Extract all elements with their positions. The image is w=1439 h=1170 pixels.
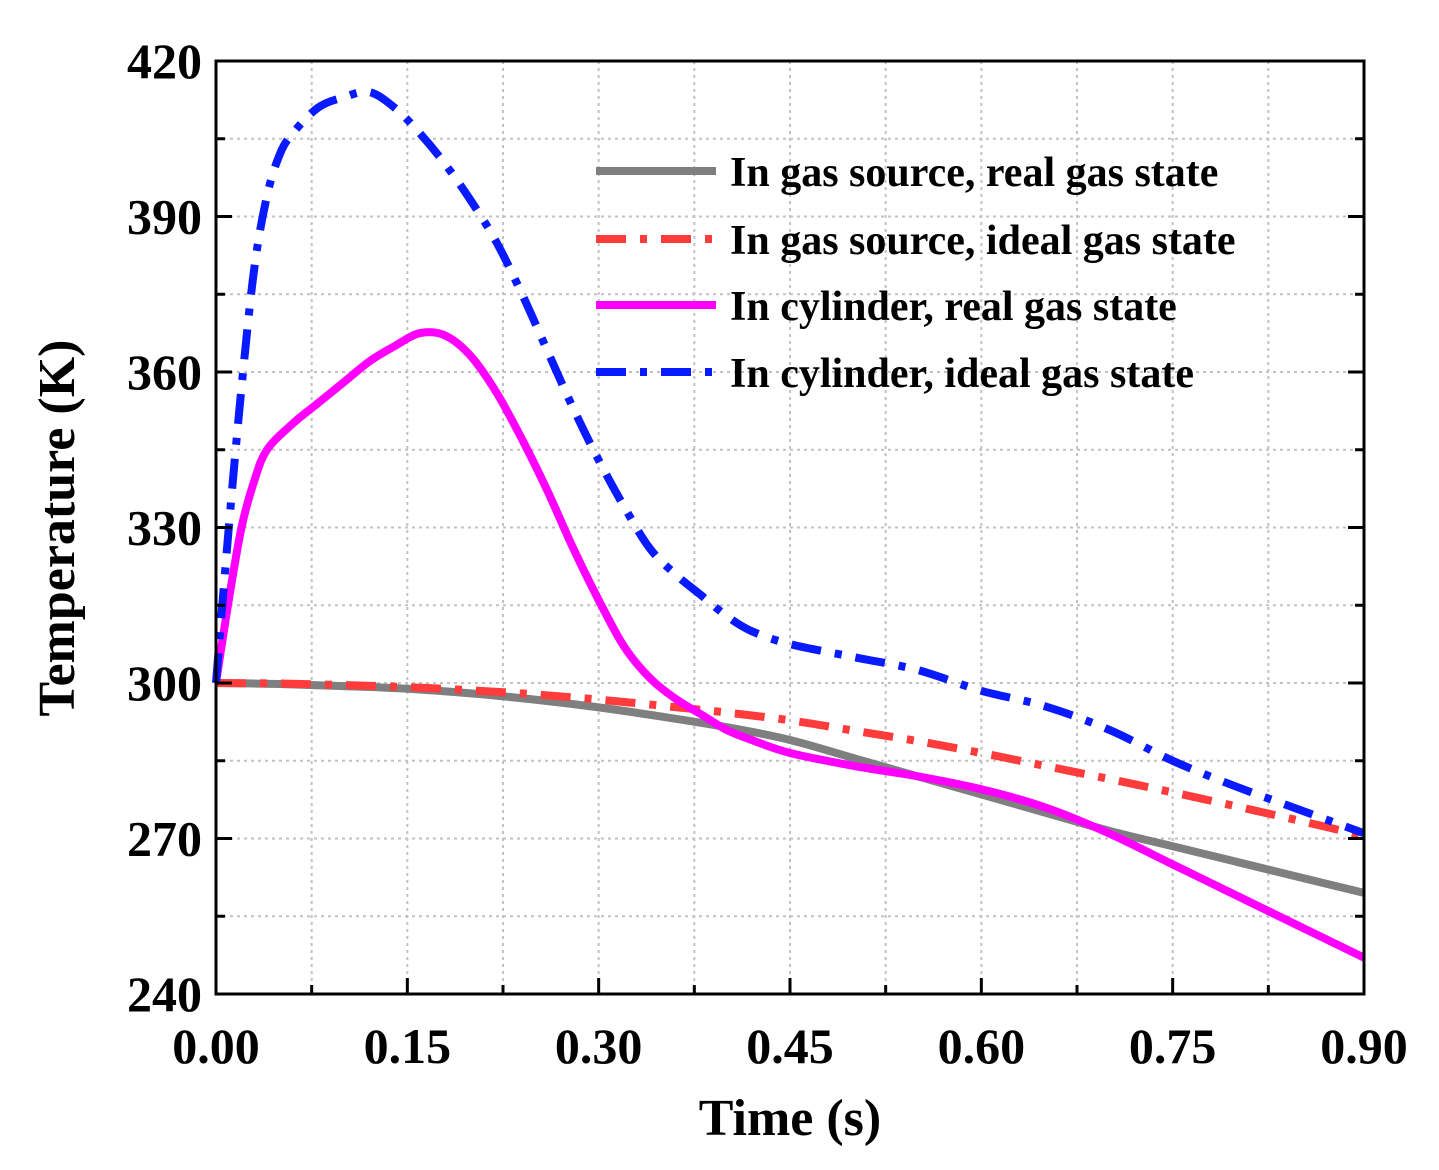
y-tick-label: 390	[127, 189, 202, 245]
x-tick-label: 0.00	[172, 1018, 260, 1074]
series-line-3	[212, 87, 1366, 838]
gridlines	[216, 61, 1364, 994]
x-tick-label: 0.90	[1320, 1018, 1408, 1074]
y-tick-label: 330	[127, 500, 202, 556]
x-tick-label: 0.60	[938, 1018, 1026, 1074]
legend: In gas source, real gas state In gas sou…	[596, 150, 1236, 397]
y-tick-label: 270	[127, 811, 202, 867]
x-tick-label: 0.45	[746, 1018, 834, 1074]
x-tick-label: 0.75	[1129, 1018, 1217, 1074]
x-tick-labels: 0.00 0.15 0.30 0.45 0.60 0.75 0.90	[172, 1018, 1408, 1074]
y-tick-label: 300	[127, 655, 202, 711]
series-lines	[212, 87, 1366, 962]
y-axis-title: Temperature (K)	[29, 340, 86, 717]
y-tick-label: 240	[127, 966, 202, 1022]
x-axis-title: Time (s)	[699, 1090, 881, 1147]
y-tick-labels: 240 270 300 330 360 390 420	[127, 33, 202, 1022]
series-line-1	[215, 679, 1365, 840]
y-tick-label: 420	[127, 33, 202, 89]
x-tick-label: 0.15	[364, 1018, 452, 1074]
legend-label-2: In cylinder, real gas state	[730, 284, 1177, 330]
y-tick-label: 360	[127, 344, 202, 400]
legend-label-3: In cylinder, ideal gas state	[730, 351, 1194, 397]
axis-ticks	[214, 59, 1366, 996]
legend-label-1: In gas source, ideal gas state	[730, 218, 1236, 264]
x-tick-label: 0.30	[555, 1018, 643, 1074]
legend-label-0: In gas source, real gas state	[730, 150, 1218, 196]
series-line-2	[212, 328, 1366, 962]
